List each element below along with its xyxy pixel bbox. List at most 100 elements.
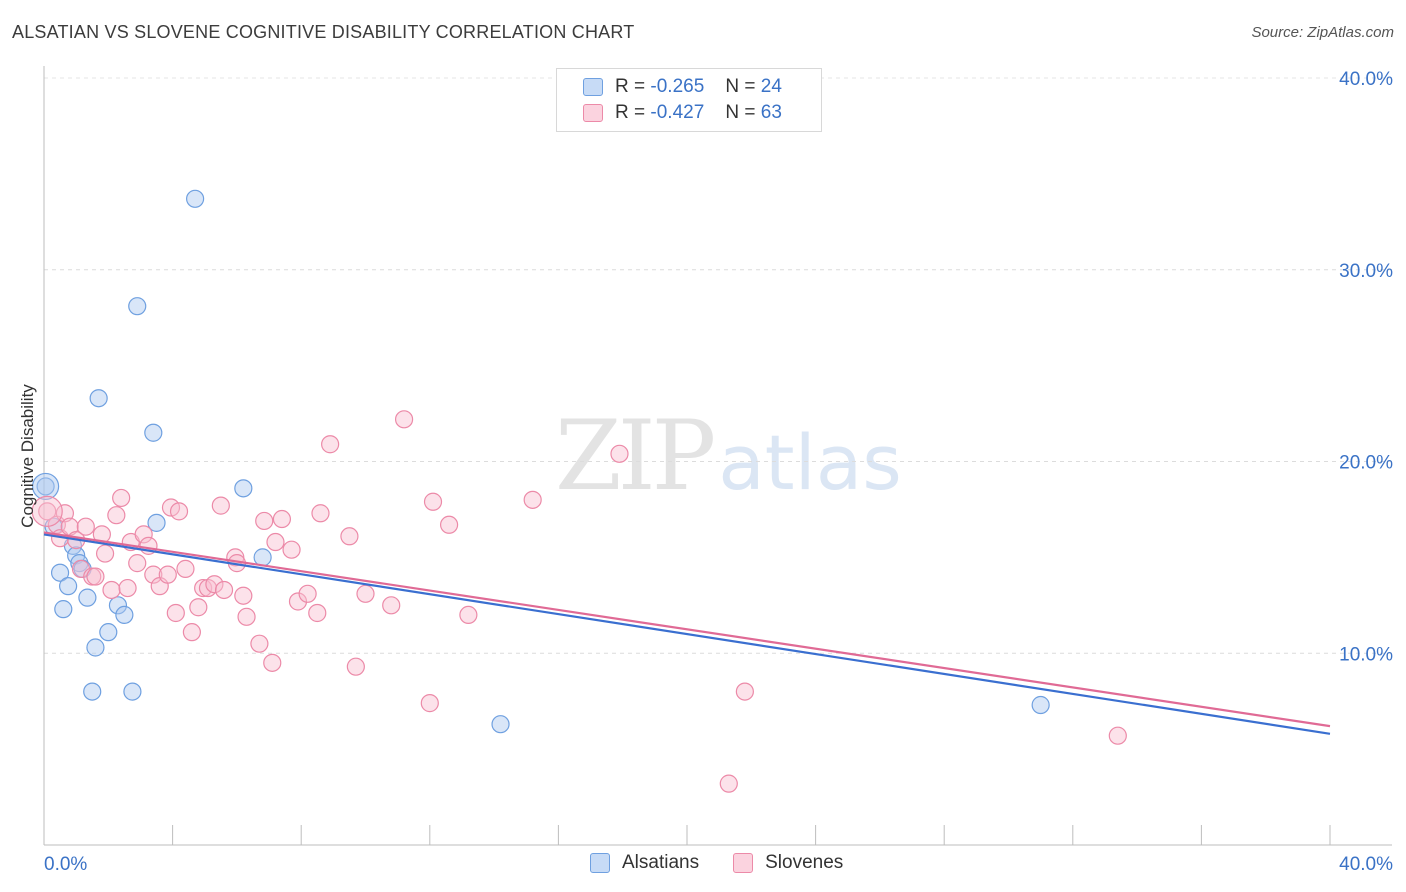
- point-alsatians: [36, 477, 55, 496]
- legend-swatch-slovenes: [583, 104, 603, 122]
- point-slovenes: [321, 435, 340, 454]
- point-alsatians: [83, 682, 102, 701]
- point-slovenes: [107, 506, 126, 525]
- legend-r-label: R =: [615, 76, 646, 97]
- legend-row-slovenes: R = -0.427 N = 63: [583, 101, 782, 125]
- watermark-atlas: atlas: [718, 418, 902, 507]
- legend-r-label: R =: [615, 102, 646, 123]
- point-alsatians: [491, 715, 510, 734]
- y-tick-label: 10.0%: [1339, 644, 1393, 665]
- point-slovenes: [610, 444, 629, 463]
- point-slovenes: [394, 410, 414, 429]
- series-swatch-slovenes: [733, 853, 754, 873]
- point-slovenes: [523, 490, 542, 509]
- legend-n-value-slovenes: 63: [760, 102, 782, 123]
- point-alsatians: [99, 623, 118, 642]
- legend-n-value-alsatians: 24: [760, 76, 782, 97]
- point-slovenes: [76, 517, 95, 536]
- point-slovenes: [194, 578, 213, 598]
- point-alsatians: [59, 577, 78, 596]
- point-slovenes: [211, 496, 230, 515]
- point-alsatians: [253, 548, 272, 567]
- watermark-zip: ZIP: [555, 400, 716, 512]
- point-slovenes: [182, 623, 201, 642]
- point-alsatians: [32, 472, 60, 501]
- point-slovenes: [308, 603, 327, 623]
- point-slovenes: [169, 502, 189, 521]
- point-slovenes: [250, 634, 269, 653]
- point-slovenes: [282, 540, 301, 559]
- series-swatch-alsatians: [590, 853, 610, 873]
- data-points: [31, 189, 1127, 793]
- point-slovenes: [735, 682, 754, 701]
- point-slovenes: [340, 527, 359, 546]
- series-legend: Alsatians Slovenes: [590, 852, 877, 874]
- point-alsatians: [86, 638, 105, 657]
- series-legend-alsatians[interactable]: Alsatians: [590, 852, 699, 874]
- point-slovenes: [311, 504, 330, 523]
- x-tick-label: 0.0%: [44, 854, 87, 875]
- correlation-legend: R = -0.265 N = 24 R = -0.427 N = 63: [556, 68, 822, 132]
- legend-r-value-alsatians: -0.265: [650, 76, 705, 97]
- y-tick-label: 20.0%: [1339, 453, 1393, 474]
- watermark: ZIPatlas: [555, 400, 902, 512]
- point-alsatians: [50, 563, 70, 582]
- point-slovenes: [356, 584, 375, 603]
- legend-n-label: N =: [725, 76, 756, 97]
- point-alsatians: [186, 189, 205, 208]
- point-slovenes: [298, 584, 317, 603]
- point-slovenes: [102, 580, 121, 600]
- point-alsatians: [128, 297, 147, 316]
- axes: [43, 66, 1392, 846]
- series-name-alsatians: Alsatians: [622, 852, 700, 873]
- point-slovenes: [95, 544, 115, 563]
- gridlines: [44, 77, 1392, 654]
- legend-row-alsatians: R = -0.265 N = 24: [583, 75, 782, 99]
- point-slovenes: [1108, 726, 1127, 745]
- point-slovenes: [272, 509, 292, 529]
- point-alsatians: [234, 479, 253, 498]
- point-slovenes: [205, 575, 224, 594]
- point-slovenes: [234, 586, 253, 605]
- source-label: Source: ZipAtlas.com: [1251, 24, 1394, 41]
- series-legend-slovenes[interactable]: Slovenes: [733, 852, 843, 874]
- y-tick-label: 30.0%: [1339, 261, 1393, 282]
- trend-lines: [43, 531, 1331, 735]
- point-slovenes: [144, 565, 163, 584]
- point-slovenes: [439, 515, 459, 534]
- chart-title: ALSATIAN VS SLOVENE COGNITIVE DISABILITY…: [12, 22, 635, 42]
- point-slovenes: [31, 495, 63, 527]
- point-slovenes: [420, 694, 439, 713]
- point-alsatians: [115, 605, 134, 625]
- point-slovenes: [237, 607, 256, 626]
- point-slovenes: [128, 554, 147, 573]
- y-axis-label: Cognitive Disability: [18, 384, 37, 528]
- point-slovenes: [214, 580, 234, 600]
- legend-r-value-slovenes: -0.427: [650, 102, 705, 123]
- point-slovenes: [255, 511, 274, 531]
- point-slovenes: [86, 567, 105, 586]
- point-slovenes: [134, 525, 153, 544]
- point-slovenes: [112, 488, 131, 508]
- point-slovenes: [346, 657, 365, 676]
- point-alsatians: [54, 600, 73, 619]
- y-tick-label: 40.0%: [1339, 69, 1393, 90]
- trend-line-alsatians: [43, 533, 1331, 735]
- point-alsatians: [108, 596, 128, 615]
- point-slovenes: [158, 565, 177, 584]
- point-alsatians: [1031, 695, 1050, 715]
- point-slovenes: [38, 502, 57, 521]
- point-alsatians: [78, 588, 97, 607]
- tick-labels: 10.0% 20.0% 30.0% 40.0% 0.0% 40.0%: [44, 69, 1393, 875]
- x-tick-label: 40.0%: [1339, 854, 1393, 875]
- point-slovenes: [459, 605, 478, 625]
- point-alsatians: [144, 423, 163, 442]
- legend-n-label: N =: [725, 102, 756, 123]
- point-slovenes: [263, 653, 282, 672]
- point-slovenes: [176, 559, 195, 578]
- point-slovenes: [118, 578, 137, 598]
- point-slovenes: [382, 596, 401, 615]
- point-alsatians: [123, 682, 142, 701]
- point-slovenes: [719, 774, 738, 793]
